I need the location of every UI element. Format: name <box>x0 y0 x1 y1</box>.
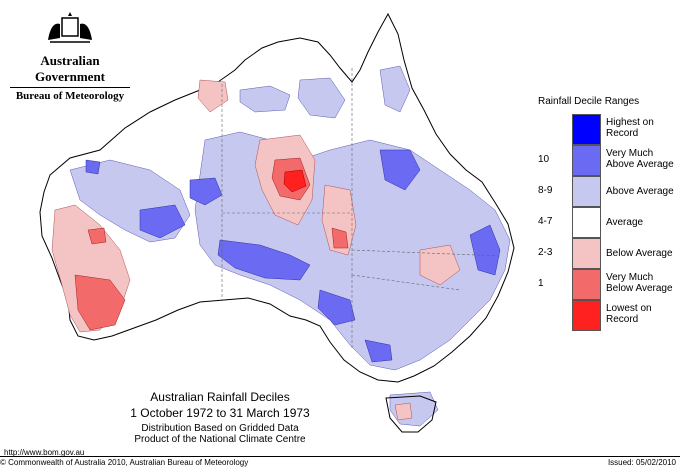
legend-swatch <box>572 176 601 207</box>
legend-label: Below Average <box>606 248 673 259</box>
legend-code: 4-7 <box>538 216 553 227</box>
legend-title: Rainfall Decile Ranges <box>538 96 640 107</box>
lowest-on-record-areas <box>283 169 307 193</box>
legend-swatch <box>572 114 601 145</box>
coat-of-arms-icon <box>48 12 92 43</box>
very-much-above-areas <box>85 149 501 363</box>
copyright-text: © Commonwealth of Australia 2010, Austra… <box>0 458 249 467</box>
agency-line-1: Australian Government <box>34 53 106 84</box>
legend-code <box>538 114 564 144</box>
legend-label: Very Much Above Average <box>606 148 674 170</box>
state-borders <box>221 68 501 350</box>
legend-label: Highest on Record <box>606 117 654 139</box>
legend-code: 1 <box>538 278 544 289</box>
legend-code: 8-9 <box>538 185 553 196</box>
legend-item: 10 Very Much Above Average <box>536 145 676 176</box>
legend-item: 2-3 Below Average <box>536 238 676 269</box>
logo-divider <box>10 87 130 88</box>
legend-item: Highest on Record <box>536 114 676 145</box>
footer-divider <box>0 456 680 457</box>
legend: Highest on Record 10 Very Much Above Avera… <box>536 114 676 331</box>
legend-item: 8-9 Above Average <box>536 176 676 207</box>
legend-item: 4-7 Average <box>536 207 676 238</box>
legend-label: Very Much Below Average <box>606 272 673 294</box>
map-note-2: Product of the National Climate Centre <box>134 434 306 445</box>
government-logo: Australian Government Bureau of Meteorol… <box>6 10 134 102</box>
tasmania-outline <box>385 395 437 433</box>
agency-line-2: Bureau of Meteorology <box>15 90 125 102</box>
legend-label: Lowest on Record <box>606 303 652 325</box>
legend-item: 1 Very Much Below Average <box>536 269 676 300</box>
legend-swatch <box>572 269 601 300</box>
map-date-range: 1 October 1972 to 31 March 1973 <box>130 406 310 420</box>
legend-code: 10 <box>538 154 550 165</box>
legend-swatch <box>572 145 601 176</box>
legend-label: Above Average <box>606 186 674 197</box>
legend-swatch <box>572 300 601 331</box>
website-link[interactable]: http://www.bom.gov.au <box>4 448 85 457</box>
map-title: Australian Rainfall Deciles <box>150 390 290 404</box>
map-note-1: Distribution Based on Gridded Data <box>141 423 299 434</box>
legend-label: Average <box>606 217 644 228</box>
issued-date: Issued: 05/02/2010 <box>607 458 676 467</box>
legend-swatch <box>572 207 601 238</box>
legend-item: Lowest on Record <box>536 300 676 331</box>
legend-swatch <box>572 238 601 269</box>
legend-code <box>538 300 564 330</box>
legend-code: 2-3 <box>538 247 553 258</box>
